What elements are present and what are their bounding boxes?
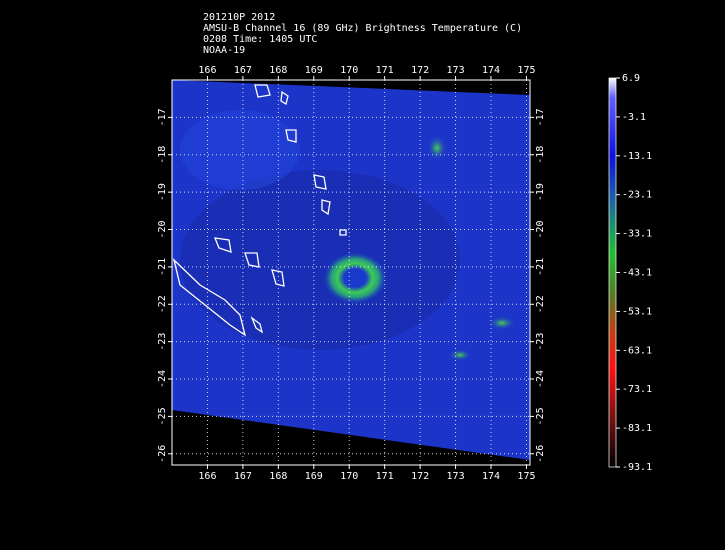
lon-label: 171 xyxy=(376,471,394,482)
lon-label: 166 xyxy=(198,65,216,76)
lat-label: -25 xyxy=(535,407,546,425)
lon-label: 168 xyxy=(269,65,287,76)
colorbar-label: -63.1 xyxy=(622,345,652,356)
colorbar-label: -33.1 xyxy=(622,229,652,240)
lat-label: -17 xyxy=(157,108,168,126)
colorbar-label: -73.1 xyxy=(622,384,652,395)
lat-label: -19 xyxy=(535,183,546,201)
lon-label: 175 xyxy=(517,471,535,482)
colorbar-label: -3.1 xyxy=(622,112,646,123)
lon-label: 170 xyxy=(340,471,358,482)
colorbar-label: -13.1 xyxy=(622,151,652,162)
header-line: AMSU-B Channel 16 (89 GHz) Brightness Te… xyxy=(203,23,522,34)
header-line: NOAA-19 xyxy=(203,45,245,56)
lat-label: -18 xyxy=(157,146,168,164)
lat-label: -22 xyxy=(157,295,168,313)
lon-label: 168 xyxy=(269,471,287,482)
colorbar-label: -43.1 xyxy=(622,268,652,279)
lon-label: 167 xyxy=(234,471,252,482)
imagery xyxy=(172,80,530,465)
lat-label: -19 xyxy=(157,183,168,201)
lat-label: -24 xyxy=(157,370,168,388)
lat-label: -23 xyxy=(535,333,546,351)
lon-label: 172 xyxy=(411,471,429,482)
lat-label: -24 xyxy=(535,370,546,388)
lon-label: 172 xyxy=(411,65,429,76)
map-border xyxy=(171,79,531,466)
lat-label: -20 xyxy=(535,220,546,238)
header-line: 201210P 2012 xyxy=(203,12,275,23)
colorbar-label: -53.1 xyxy=(622,306,652,317)
lat-label: -21 xyxy=(535,258,546,276)
lat-label: -25 xyxy=(157,407,168,425)
lat-label: -22 xyxy=(535,295,546,313)
colorbar-label: -83.1 xyxy=(622,423,652,434)
lat-label: -26 xyxy=(535,445,546,463)
lon-label: 173 xyxy=(447,471,465,482)
lat-label: -18 xyxy=(535,146,546,164)
lon-label: 169 xyxy=(305,471,323,482)
storm-eye xyxy=(323,252,387,304)
lat-label: -23 xyxy=(157,333,168,351)
lon-label: 171 xyxy=(376,65,394,76)
lon-label: 174 xyxy=(482,65,500,76)
header-line: 0208 Time: 1405 UTC xyxy=(203,34,317,45)
lat-label: -20 xyxy=(157,220,168,238)
lat-label: -21 xyxy=(157,258,168,276)
colorbar-label: 6.9 xyxy=(622,73,640,84)
colorbar-label: -23.1 xyxy=(622,190,652,201)
lon-label: 174 xyxy=(482,471,500,482)
lat-label: -26 xyxy=(157,445,168,463)
lon-label: 170 xyxy=(340,65,358,76)
colorbar xyxy=(608,77,617,468)
lon-label: 166 xyxy=(198,471,216,482)
lon-label: 169 xyxy=(305,65,323,76)
colorbar-label: -93.1 xyxy=(622,462,652,473)
lat-label: -17 xyxy=(535,108,546,126)
lon-label: 175 xyxy=(517,65,535,76)
lon-label: 173 xyxy=(447,65,465,76)
island xyxy=(172,257,247,337)
lon-label: 167 xyxy=(234,65,252,76)
axes: 166 166 167 167 168 168 169 169 170 170 171 171 172 1… xyxy=(157,65,546,482)
islands xyxy=(213,84,347,334)
